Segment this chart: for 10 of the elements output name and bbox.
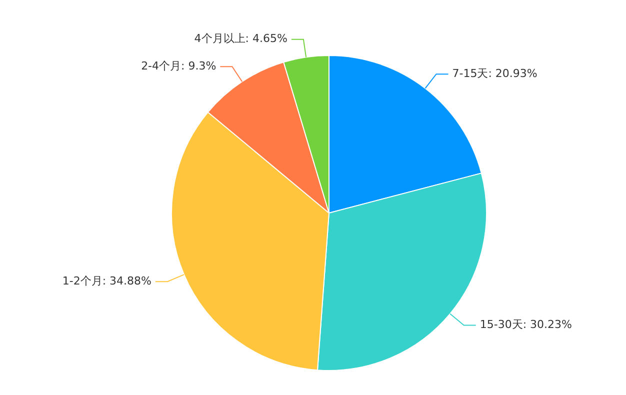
data-label: : 30.23% [522,318,572,332]
slice-label: 7-15天 [452,66,488,80]
data-label: : 9.3% [181,59,216,72]
slice-label: 15-30天 [480,318,523,332]
slice-label: 4个月以上 [194,32,246,46]
slice-label: 2-4个月 [141,59,182,72]
data-label: : 34.88% [102,274,152,288]
data-label: : 20.93% [488,66,538,80]
slice-label: 1-2个月 [62,274,102,288]
data-label: : 4.65% [245,32,288,46]
